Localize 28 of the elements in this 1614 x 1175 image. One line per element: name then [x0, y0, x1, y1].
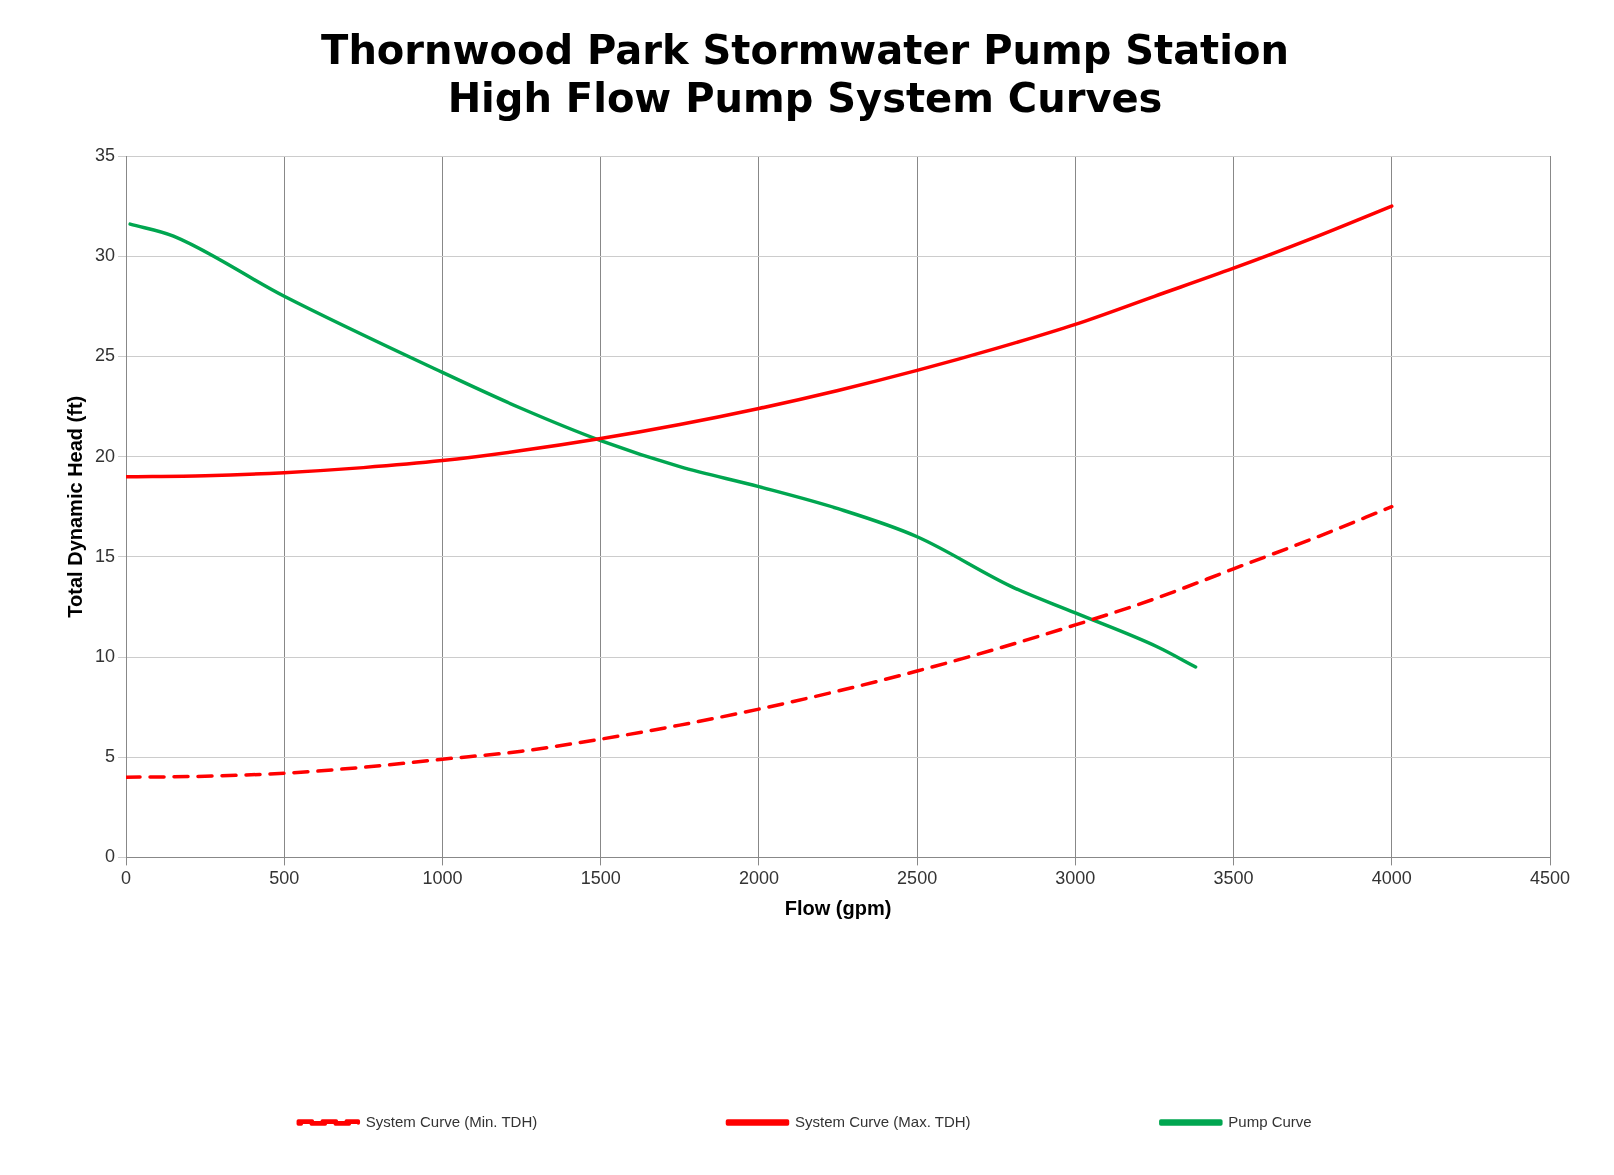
x-tick-label: 1500 [580, 868, 621, 889]
y-tick-label: 20 [94, 445, 116, 466]
x-axis-title: Flow (gpm) [784, 896, 892, 919]
legend-label: System Curve (Max. TDH) [794, 1112, 971, 1130]
line-series [126, 504, 1394, 779]
x-tick-label: 1000 [422, 868, 463, 889]
y-tick-label: 0 [105, 846, 116, 867]
line-series [128, 222, 1198, 669]
x-tick-label: 500 [269, 868, 300, 889]
text: High Flow Pump System Curves [447, 75, 1163, 122]
y-tick-label: 15 [94, 545, 116, 566]
legend-label: Pump Curve [1228, 1112, 1312, 1130]
y-tick-label: 5 [105, 746, 116, 767]
x-tick-label: 3500 [1213, 868, 1254, 889]
x-tick-label: 4500 [1529, 868, 1571, 889]
y-tick-label: 25 [94, 345, 116, 366]
x-tick-label: 3000 [1055, 868, 1096, 889]
line-series [126, 204, 1394, 479]
x-tick-label: 4000 [1371, 868, 1412, 889]
y-tick-label: 35 [94, 144, 116, 165]
y-tick-label: 30 [94, 245, 116, 266]
y-axis-title: Total Dynamic Head (ft) [63, 395, 86, 618]
y-tick-label: 10 [94, 645, 116, 666]
x-tick-label: 0 [121, 868, 132, 889]
text: Thornwood Park Stormwater Pump Station [321, 27, 1289, 74]
x-tick-label: 2500 [897, 868, 938, 889]
x-tick-label: 2000 [738, 868, 779, 889]
legend-label: System Curve (Min. TDH) [365, 1112, 538, 1130]
